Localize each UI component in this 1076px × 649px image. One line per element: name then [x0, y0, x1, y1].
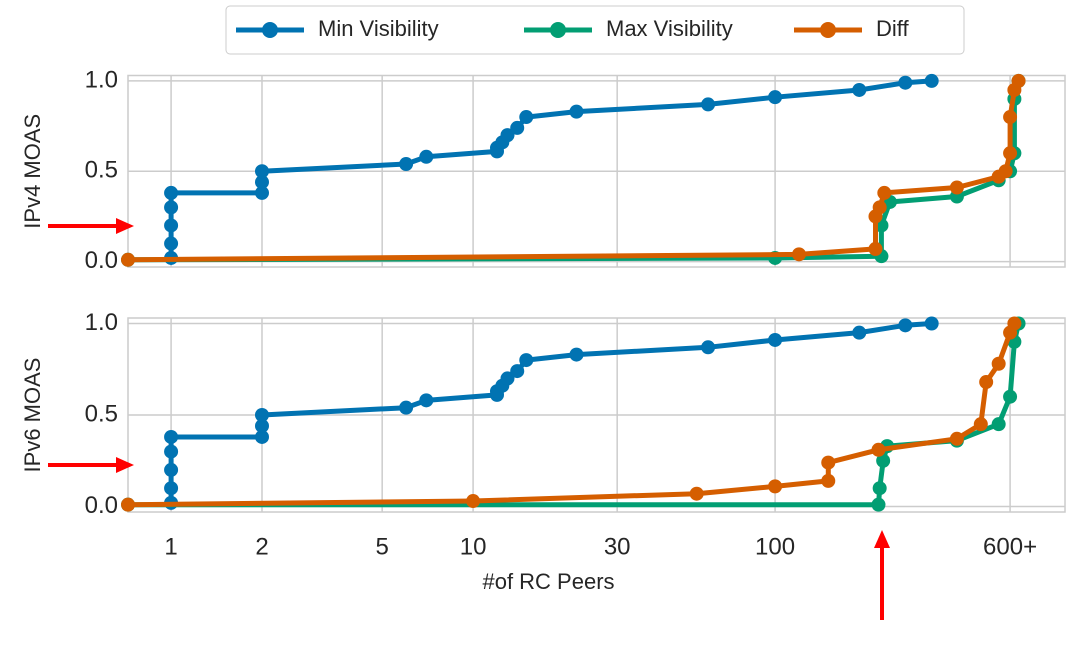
point	[254, 185, 269, 200]
point	[164, 218, 179, 233]
point	[898, 75, 913, 90]
point	[466, 494, 481, 509]
point	[821, 473, 836, 488]
point	[852, 82, 867, 97]
point	[768, 332, 783, 347]
legend-marker	[262, 22, 278, 38]
point	[689, 486, 704, 501]
point	[768, 479, 783, 494]
point	[1007, 316, 1022, 331]
point	[164, 200, 179, 215]
point	[164, 236, 179, 251]
point	[852, 325, 867, 340]
x-tick-label: 1	[164, 533, 177, 560]
legend-label: Min Visibility	[318, 16, 439, 41]
arrow-head	[116, 218, 134, 234]
point	[949, 431, 964, 446]
point	[924, 316, 939, 331]
point	[979, 375, 994, 390]
point	[121, 497, 135, 512]
point	[868, 241, 883, 256]
point	[821, 455, 836, 470]
point	[872, 481, 887, 496]
point	[791, 247, 806, 262]
point	[254, 408, 269, 422]
point	[1003, 389, 1018, 404]
point	[254, 429, 269, 444]
legend-label: Diff	[876, 16, 909, 41]
point	[1011, 73, 1026, 88]
legend: Min Visibility Max Visibility Diff	[236, 16, 909, 41]
legend-marker	[820, 22, 836, 38]
point	[500, 371, 515, 386]
point	[768, 90, 783, 105]
x-tick-label: 5	[375, 533, 388, 560]
point	[399, 400, 414, 415]
point	[164, 429, 179, 444]
plots: 0.0 0.5 1.0 IPv4 MOAS 0.0 0.5 1.0 1 2 5 10 30 100 600…	[20, 66, 1066, 594]
point	[924, 73, 939, 88]
point	[991, 356, 1006, 371]
point	[164, 462, 179, 477]
point	[871, 442, 886, 457]
point	[164, 481, 179, 496]
y-axis-label: IPv4 MOAS	[20, 114, 45, 229]
point	[419, 149, 434, 164]
point	[876, 453, 891, 468]
legend-box	[225, 5, 965, 55]
point	[877, 185, 892, 200]
y-tick-label: 1.0	[85, 66, 118, 93]
point	[164, 185, 179, 200]
x-tick-label: 30	[604, 533, 631, 560]
y-tick-label: 0.0	[85, 492, 118, 519]
y-tick-label: 1.0	[85, 309, 118, 336]
point	[399, 157, 414, 172]
point	[949, 180, 964, 195]
point	[998, 164, 1013, 179]
subplot: 0.0 0.5 1.0 IPv4 MOAS	[20, 66, 1066, 274]
point	[973, 417, 988, 432]
point	[254, 175, 269, 190]
point	[701, 340, 716, 355]
x-tick-label: 100	[755, 533, 795, 560]
y-axis-label: IPv6 MOAS	[20, 358, 45, 473]
point	[519, 110, 534, 125]
point	[254, 164, 269, 179]
point	[121, 252, 135, 267]
annotation-arrows	[48, 218, 890, 620]
x-axis-label: #of RC Peers	[482, 569, 614, 594]
subplot: 0.0 0.5 1.0 1 2 5 10 30 100 600+ IPv6 MOAS #of RC P…	[20, 309, 1066, 594]
x-tick-label: 10	[460, 533, 487, 560]
arrow-head	[116, 457, 134, 473]
arrow-head	[874, 530, 890, 548]
point	[419, 393, 434, 408]
x-tick-label: 600+	[983, 533, 1037, 560]
point	[500, 128, 515, 143]
point	[991, 417, 1006, 432]
y-tick-label: 0.5	[85, 157, 118, 184]
point	[569, 104, 584, 119]
point	[569, 347, 584, 362]
point	[1003, 110, 1018, 125]
point	[871, 497, 886, 512]
point	[1003, 146, 1018, 161]
point	[510, 120, 525, 135]
point	[164, 444, 179, 459]
point	[254, 418, 269, 433]
point	[872, 200, 887, 215]
point	[701, 97, 716, 112]
y-tick-label: 0.0	[85, 247, 118, 274]
point	[519, 353, 534, 368]
y-tick-label: 0.5	[85, 400, 118, 427]
point	[510, 364, 525, 379]
x-tick-label: 2	[255, 533, 268, 560]
legend-marker	[550, 22, 566, 38]
point	[898, 318, 913, 333]
legend-label: Max Visibility	[606, 16, 733, 41]
